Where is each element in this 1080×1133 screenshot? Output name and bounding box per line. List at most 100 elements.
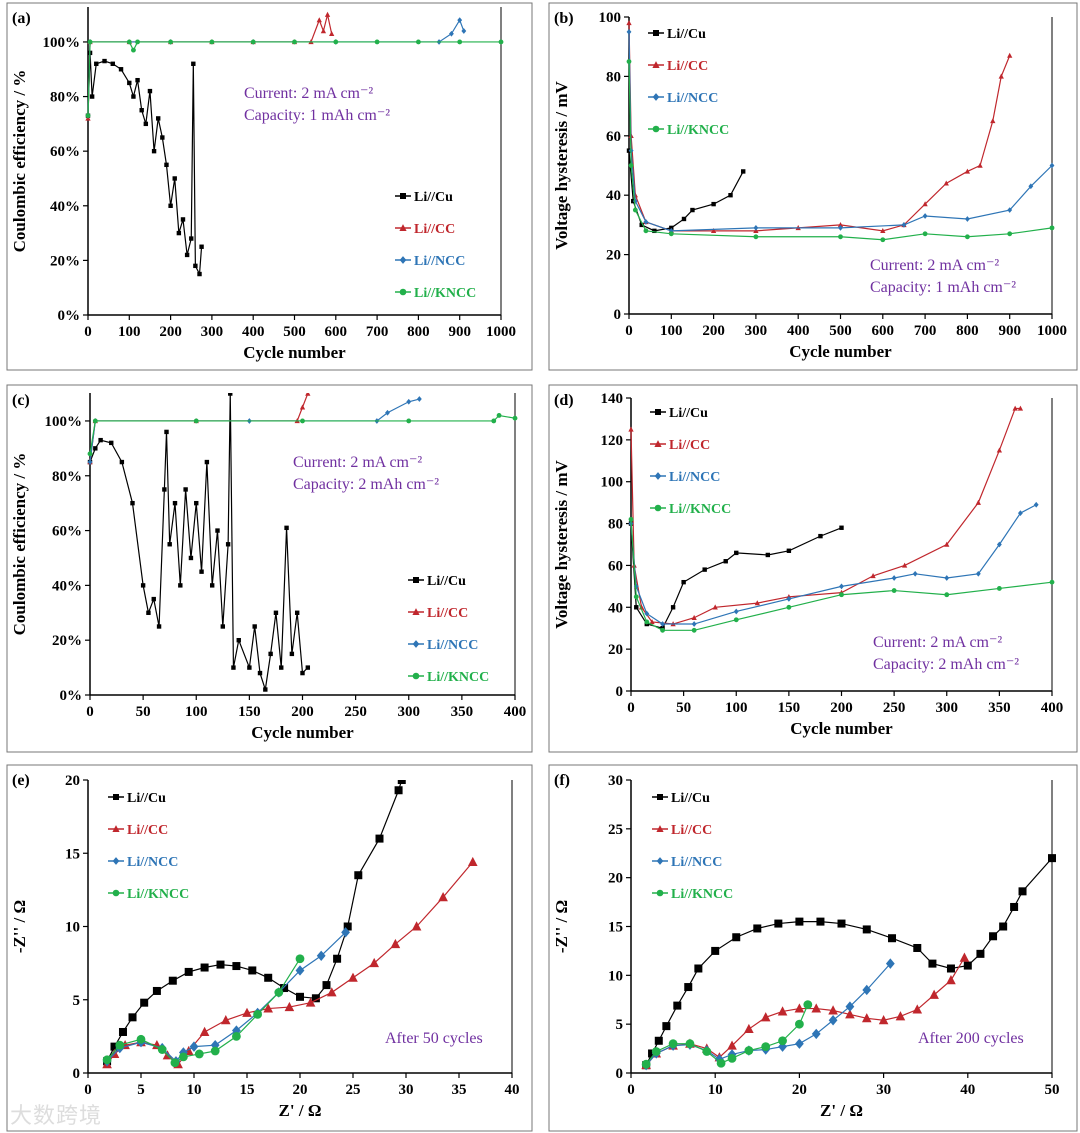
data-point xyxy=(660,621,665,627)
chart-panel-b: 0 100 200 300 400 500 600 700 800 900 1000 0 20 40 60 8… xyxy=(548,2,1078,371)
x-tick-label: 35 xyxy=(452,1082,467,1098)
series-li-kncc xyxy=(102,954,305,1068)
data-point xyxy=(295,954,305,964)
x-tick-label: 300 xyxy=(201,324,224,340)
y-tick-label: 20 xyxy=(65,773,80,789)
x-tick-label: 25 xyxy=(346,1082,361,1098)
data-point xyxy=(316,950,326,961)
data-point xyxy=(87,459,93,465)
series-li-kncc xyxy=(641,1000,813,1069)
data-point xyxy=(670,605,676,610)
data-point xyxy=(438,892,448,902)
data-point xyxy=(644,619,650,625)
data-point xyxy=(654,1036,663,1045)
data-point xyxy=(102,58,107,64)
data-point xyxy=(457,17,463,23)
x-tick-label: 900 xyxy=(998,323,1021,339)
data-point xyxy=(828,1015,838,1026)
y-tick-label: 100% xyxy=(43,35,81,51)
data-point xyxy=(626,28,632,35)
legend-label: Li//NCC xyxy=(669,470,720,485)
legend-label: Li//CC xyxy=(414,222,455,237)
data-point xyxy=(668,231,674,237)
data-point xyxy=(151,148,157,154)
data-point xyxy=(274,988,284,997)
data-point xyxy=(669,225,674,231)
data-point xyxy=(885,958,895,969)
x-tick-label: 0 xyxy=(627,1082,635,1098)
data-point xyxy=(316,17,322,23)
data-point xyxy=(891,588,897,593)
data-point xyxy=(136,1034,146,1044)
data-point xyxy=(449,30,454,37)
data-point xyxy=(168,203,173,208)
data-point xyxy=(221,1015,231,1025)
data-point xyxy=(333,954,342,963)
data-point xyxy=(467,856,478,867)
series-line xyxy=(645,963,891,1066)
data-point xyxy=(348,972,358,982)
data-point xyxy=(651,1047,661,1056)
y-axis-title: -Z'' / Ω xyxy=(10,900,29,953)
data-point xyxy=(964,168,971,174)
data-point xyxy=(711,946,720,955)
x-tick-label: 0 xyxy=(84,324,92,340)
data-point xyxy=(264,973,273,982)
legend-label: Li//KNCC xyxy=(414,286,476,301)
data-point xyxy=(644,610,650,617)
data-point xyxy=(837,919,846,928)
data-point xyxy=(1017,405,1024,411)
data-point xyxy=(193,418,199,424)
data-point xyxy=(200,963,209,972)
data-point xyxy=(461,28,467,34)
data-point xyxy=(320,28,327,34)
data-point xyxy=(838,225,843,231)
data-point xyxy=(333,39,339,45)
y-tick-label: 20% xyxy=(50,253,80,269)
x-tick-label: 350 xyxy=(988,700,1011,716)
x-tick-label: 500 xyxy=(283,324,306,340)
data-point xyxy=(652,228,657,234)
y-tick-label: 80% xyxy=(50,90,80,106)
data-point xyxy=(343,922,352,931)
x-tick-label: 200 xyxy=(291,704,314,720)
y-tick-label: 10 xyxy=(65,920,80,936)
panel-frame xyxy=(548,764,1078,1132)
x-tick-label: 300 xyxy=(936,700,959,716)
data-point xyxy=(643,219,649,225)
x-tick-label: 700 xyxy=(914,323,937,339)
data-point xyxy=(1048,854,1056,863)
data-point xyxy=(795,1019,804,1029)
data-point xyxy=(411,921,422,931)
data-point xyxy=(928,959,937,968)
data-point xyxy=(146,610,151,615)
data-point xyxy=(300,418,305,424)
data-point xyxy=(110,1042,119,1051)
x-tick-label: 500 xyxy=(829,323,852,339)
data-point xyxy=(1018,510,1023,516)
data-point xyxy=(152,986,161,995)
panel-frame xyxy=(6,764,533,1132)
x-tick-label: 100 xyxy=(660,323,683,339)
y-tick-label: 40 xyxy=(608,600,623,616)
data-point xyxy=(375,834,384,843)
data-point xyxy=(102,1055,112,1065)
data-point xyxy=(128,1013,137,1022)
annotation: Capacity: 2 mAh cm⁻² xyxy=(293,476,439,493)
data-point xyxy=(774,919,783,928)
series-li-cu xyxy=(85,50,204,277)
y-tick-label: 40 xyxy=(606,188,621,204)
data-point xyxy=(723,559,728,564)
y-tick-label: 15 xyxy=(608,920,623,936)
data-point xyxy=(178,583,183,588)
chart-panel-a: 0 100 200 300 400 500 600 700 800 900 1000 0% 20% 40%… xyxy=(6,2,533,371)
legend-label: Li//Cu xyxy=(127,791,166,806)
plot-area xyxy=(85,11,504,277)
panel-label: (f) xyxy=(554,772,570,789)
y-tick-label: 60% xyxy=(52,524,82,540)
legend-label: Li//CC xyxy=(669,438,710,453)
data-point xyxy=(280,984,289,993)
data-point xyxy=(912,570,918,577)
data-point xyxy=(862,984,872,996)
data-point xyxy=(902,562,908,568)
